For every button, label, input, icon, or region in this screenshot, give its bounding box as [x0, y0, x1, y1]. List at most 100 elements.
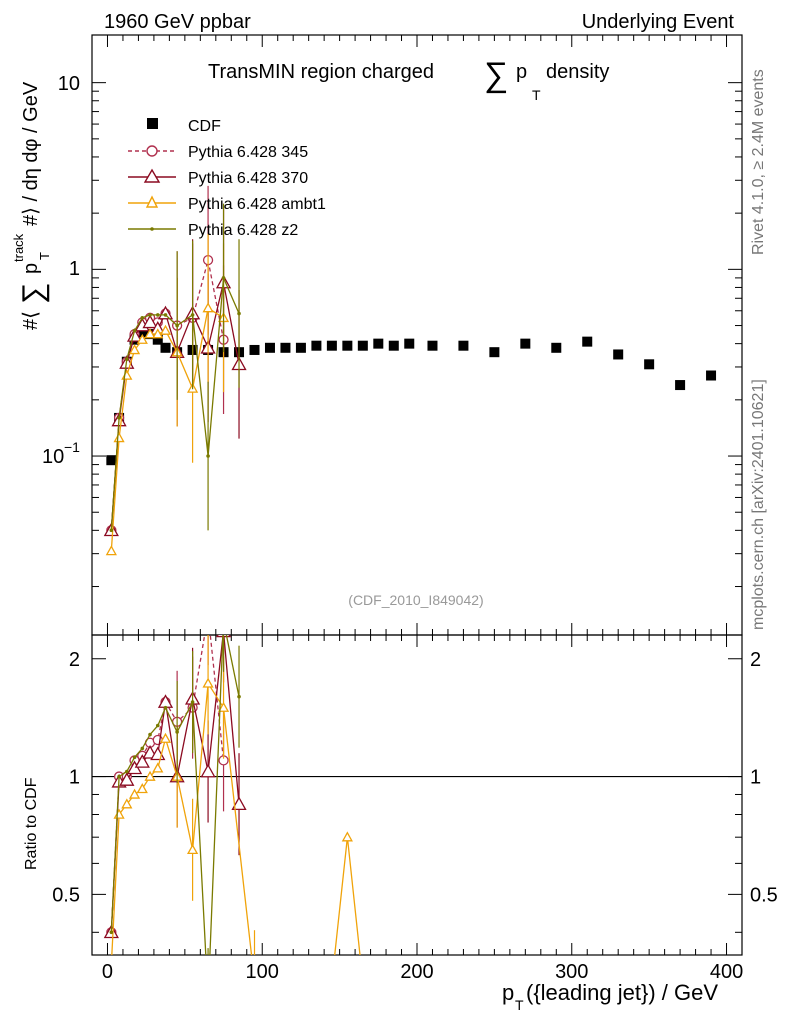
data-point — [520, 338, 531, 349]
data-point — [128, 344, 141, 355]
title-prefix: TransMIN region charged — [208, 61, 434, 83]
data-point — [160, 342, 171, 353]
data-point — [159, 324, 172, 335]
data-point — [675, 380, 686, 391]
ratio-panel-frame — [91, 634, 743, 956]
header-right: Underlying Event — [582, 11, 735, 33]
ratio-point — [109, 930, 114, 935]
data-point — [489, 347, 500, 358]
data-point — [117, 416, 121, 420]
ratio-point — [128, 788, 141, 799]
ratio-point — [341, 831, 353, 842]
ratio-point — [144, 770, 156, 781]
y-tick-label-1: 1 — [69, 258, 80, 280]
ratio-tick-label-right-0.5: 0.5 — [750, 884, 778, 906]
series-line-4 — [110, 277, 240, 531]
svg-text:track: track — [11, 233, 26, 262]
data-point — [295, 342, 306, 353]
data-point — [373, 338, 384, 349]
chart-layers: 0 100 200 300 400 0.5 0.5 1 1 2 2 — [52, 35, 778, 983]
data-point — [613, 349, 624, 360]
ratio-point — [186, 843, 199, 855]
ratio-point — [222, 619, 226, 623]
data-point — [404, 338, 415, 349]
ratio-point — [155, 723, 160, 728]
data-point — [126, 328, 143, 342]
ratio-point — [237, 694, 241, 699]
data-point — [125, 357, 129, 362]
data-point — [142, 314, 158, 329]
data-point — [202, 302, 214, 313]
ratio-point — [132, 755, 137, 760]
ratio-line-3 — [111, 681, 361, 955]
ratio-series-3 — [111, 635, 361, 955]
title-suffix: density — [546, 61, 609, 83]
svg-text:#⟩ / dη dφ / GeV: #⟩ / dη dφ / GeV — [20, 81, 42, 226]
ratio-point — [202, 677, 214, 688]
ratio-point — [190, 700, 195, 704]
ratio-point — [125, 769, 129, 774]
data-point — [206, 454, 210, 458]
data-point — [326, 340, 337, 351]
side-label-mcplots: mcplots.cern.ch [arXiv:2401.10621] — [750, 379, 767, 630]
title-sigma-glyph: ∑ — [484, 56, 508, 94]
x-tick-label-200: 200 — [400, 961, 433, 983]
ratio-y-axis-label: Ratio to CDF — [23, 777, 40, 870]
legend: CDF Pythia 6.428 345 Pythia 6.428 370 Py… — [128, 118, 326, 239]
svg-text:#⟨: #⟨ — [20, 311, 42, 330]
data-point — [155, 313, 160, 317]
legend-370-marker — [143, 168, 161, 183]
data-point — [644, 359, 655, 370]
data-point — [140, 316, 145, 320]
legend-cdf-label: CDF — [188, 118, 221, 135]
ratio-line-4 — [110, 635, 240, 955]
legend-cdf-marker — [147, 118, 158, 129]
ratio-point — [217, 701, 230, 712]
x-tick-label-300: 300 — [555, 961, 588, 983]
data-point — [249, 344, 260, 355]
series-line-3 — [110, 307, 224, 552]
axis-ticks — [92, 35, 742, 955]
svg-text:∑: ∑ — [17, 283, 50, 304]
ratio-point — [119, 772, 135, 786]
ratio-point — [204, 610, 213, 619]
legend-z2-label: Pythia 6.428 z2 — [188, 222, 298, 239]
data-point — [280, 342, 291, 353]
data-point — [109, 528, 114, 533]
data-point — [221, 276, 226, 280]
series-3 — [105, 233, 230, 556]
ratio-point — [121, 798, 133, 809]
data-point — [163, 313, 168, 317]
data-point — [706, 370, 717, 381]
data-point — [357, 340, 368, 351]
data-point — [427, 340, 438, 351]
data-point — [175, 323, 179, 328]
data-point — [148, 313, 152, 317]
title-p: p — [516, 61, 527, 83]
svg-text:p: p — [502, 980, 514, 1005]
x-axis-label: p T ({leading jet}) / GeV — [502, 980, 718, 1013]
ratio-point — [159, 732, 172, 743]
y-tick-label-10: 10 — [58, 73, 80, 95]
series-4 — [109, 203, 241, 533]
x-tick-label-100: 100 — [246, 961, 279, 983]
x-tick-label-400: 400 — [710, 961, 743, 983]
y-axis-label: #⟨ ∑ p track T #⟩ / dη dφ / GeV — [11, 81, 52, 330]
data-point — [152, 334, 163, 345]
svg-text:({leading jet}) / GeV: ({leading jet}) / GeV — [526, 980, 718, 1005]
analysis-watermark: (CDF_2010_I849042) — [348, 592, 483, 608]
svg-text:T: T — [515, 997, 524, 1013]
x-tick-label-0: 0 — [102, 961, 113, 983]
data-point — [106, 455, 117, 466]
svg-text:T: T — [37, 252, 52, 260]
ratio-series-4 — [109, 619, 241, 955]
legend-370-label: Pythia 6.428 370 — [188, 170, 308, 187]
svg-text:p: p — [20, 263, 42, 274]
ratio-point — [231, 796, 247, 811]
data-point — [132, 328, 137, 333]
legend-ambt1-marker — [145, 195, 159, 208]
legend-ambt1-label: Pythia 6.428 ambt1 — [188, 196, 326, 213]
main-panel-series — [103, 185, 717, 556]
ratio-point — [117, 774, 121, 779]
